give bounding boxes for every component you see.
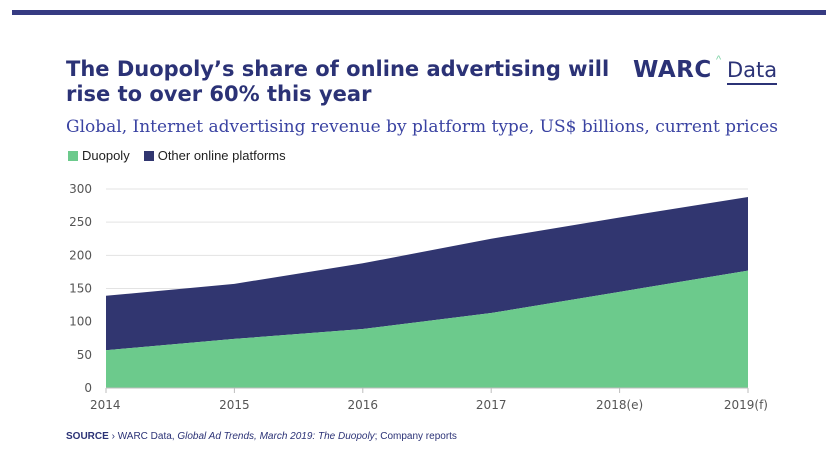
y-tick-label: 250 [69, 215, 92, 229]
y-tick-label: 100 [69, 315, 92, 329]
legend-label-duopoly: Duopoly [82, 148, 130, 163]
source-text-2: ; Company reports [374, 431, 457, 442]
y-tick-label: 150 [69, 282, 92, 296]
source-text-1: WARC Data, [117, 431, 178, 442]
area-duopoly [106, 270, 748, 388]
source-note: SOURCE › WARC Data, Global Ad Trends, Ma… [66, 431, 457, 442]
y-tick-label: 0 [84, 381, 92, 395]
x-tick-label: 2014 [90, 398, 121, 412]
legend-item-other: Other online platforms [143, 148, 286, 163]
source-publication: Global Ad Trends, March 2019: The Duopol… [177, 431, 375, 442]
x-tick-label: 2018(e) [596, 398, 643, 412]
top-rule [12, 10, 826, 15]
logo-data-text: Data [727, 57, 778, 85]
logo-mark-icon: ^ [716, 54, 722, 66]
legend: Duopoly Other online platforms [68, 148, 300, 163]
area-other-online-platforms [106, 196, 748, 351]
source-label: SOURCE [66, 431, 109, 442]
chart-title: The Duopoly’s share of online advertisin… [66, 57, 610, 106]
legend-label-other: Other online platforms [157, 148, 286, 163]
chart-subtitle: Global, Internet advertising revenue by … [66, 117, 778, 137]
legend-swatch-duopoly [68, 150, 78, 161]
source-separator: › [111, 431, 115, 442]
legend-item-duopoly: Duopoly [68, 148, 130, 163]
y-tick-label: 50 [77, 348, 92, 362]
x-tick-label: 2016 [348, 398, 379, 412]
x-tick-label: 2019(f) [724, 398, 768, 412]
logo-warc-text: WARC [633, 57, 712, 83]
x-tick-label: 2015 [219, 398, 250, 412]
y-tick-label: 300 [69, 182, 92, 196]
legend-swatch-other [143, 150, 154, 161]
x-tick-label: 2017 [476, 398, 507, 412]
y-tick-label: 200 [69, 248, 92, 262]
